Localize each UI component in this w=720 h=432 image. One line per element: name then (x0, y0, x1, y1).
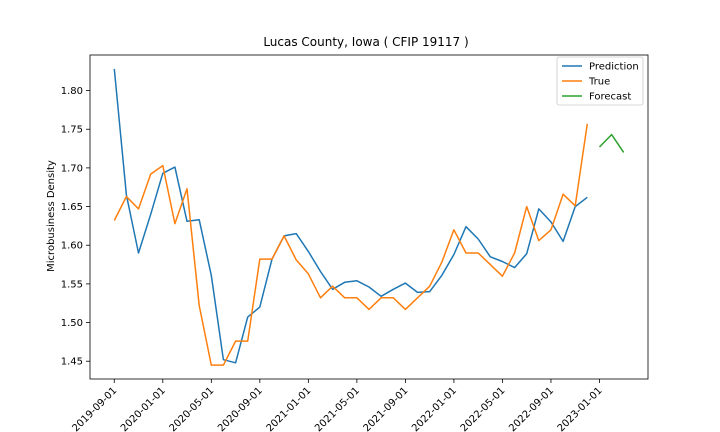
plot-frame (89, 54, 649, 380)
x-tick-label: 2022-01-01 (410, 385, 459, 432)
series-line-true (113, 123, 589, 366)
x-tick-label: 2022-09-01 (507, 385, 556, 432)
y-axis-label: Microbusiness Density (46, 160, 57, 272)
x-tick-label: 2019-09-01 (71, 385, 120, 432)
y-tick-label: 1.50 (61, 318, 83, 329)
plot-area (89, 54, 649, 380)
legend-label-prediction: Prediction (589, 62, 639, 73)
x-tick-label: 2020-01-01 (119, 385, 168, 432)
x-tick-label: 2022-05-01 (459, 385, 508, 432)
y-tick-label: 1.60 (61, 241, 83, 252)
y-tick-label: 1.45 (61, 357, 83, 368)
y-tick-label: 1.75 (61, 125, 83, 136)
series-line-prediction (113, 68, 588, 364)
y-axis: 1.45 1.50 1.55 1.60 1.65 1.70 1.75 1.80 (61, 86, 90, 368)
chart-title: Lucas County, Iowa ( CFIP 19117 ) (263, 35, 468, 49)
legend-label-forecast: Forecast (589, 92, 631, 103)
x-tick-label: 2023-01-01 (556, 385, 605, 432)
x-axis: 2019-09-01 2020-01-01 2020-05-01 2020-09-01… (71, 379, 605, 432)
x-tick-label: 2020-05-01 (168, 385, 217, 432)
x-tick-label: 2021-05-01 (313, 385, 362, 432)
y-tick-label: 1.65 (61, 202, 83, 213)
y-tick-label: 1.55 (61, 279, 83, 290)
legend-box (556, 56, 644, 106)
legend-label-true: True (588, 77, 610, 88)
legend: Prediction True Forecast (556, 56, 644, 106)
x-tick-label: 2021-01-01 (265, 385, 314, 432)
y-tick-label: 1.70 (61, 163, 83, 174)
x-tick-label: 2020-09-01 (216, 385, 265, 432)
series-line-forecast (598, 133, 625, 153)
y-tick-label: 1.80 (61, 86, 83, 97)
x-tick-label: 2021-09-01 (362, 385, 411, 432)
